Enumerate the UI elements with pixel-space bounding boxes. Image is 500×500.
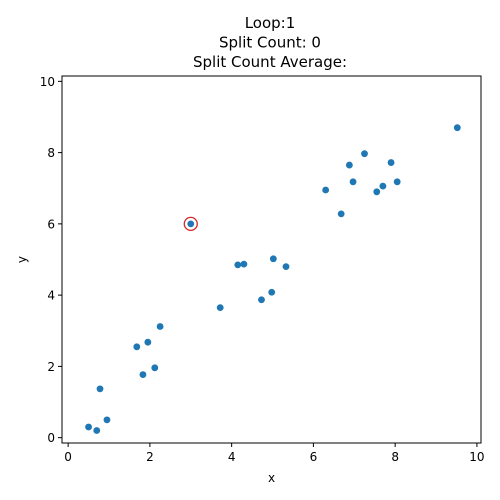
data-point <box>93 427 101 434</box>
data-point <box>349 178 357 186</box>
data-point <box>373 188 381 196</box>
chart-title-line: Split Count Average: <box>193 53 347 71</box>
y-tick-label: 10 <box>40 75 55 89</box>
x-tick-label: 4 <box>228 450 236 464</box>
data-point <box>240 260 248 268</box>
chart-title-line: Split Count: 0 <box>219 34 321 52</box>
y-tick-label: 6 <box>47 217 55 231</box>
data-point <box>156 323 164 330</box>
data-point <box>393 178 401 186</box>
data-point <box>282 263 290 271</box>
data-point <box>258 296 265 304</box>
highlight-marker <box>183 216 198 232</box>
data-points <box>85 124 461 434</box>
data-point <box>234 261 242 269</box>
x-tick-label: 10 <box>469 450 484 464</box>
y-tick-label: 0 <box>47 431 55 445</box>
data-point <box>96 385 104 393</box>
x-axis-label: x <box>268 471 275 485</box>
plot-area-frame <box>61 75 482 444</box>
y-tick-label: 2 <box>47 360 55 374</box>
chart-title-line: Loop:1 <box>245 14 296 32</box>
y-tick-label: 8 <box>47 146 55 160</box>
x-tick-label: 8 <box>391 450 399 464</box>
highlight-ring <box>183 216 198 232</box>
data-point <box>187 220 195 228</box>
data-point <box>151 364 159 372</box>
data-point <box>103 416 111 424</box>
data-point <box>379 182 387 190</box>
x-axis-ticks: 0 2 4 6 8 10 <box>64 443 485 464</box>
data-point <box>269 255 277 263</box>
data-point <box>387 159 395 166</box>
y-axis-ticks: 0 2 4 6 8 10 <box>40 75 62 445</box>
data-point <box>268 288 276 296</box>
data-point <box>361 150 368 158</box>
data-point <box>144 338 152 346</box>
x-tick-label: 2 <box>146 450 154 464</box>
data-point <box>345 161 353 169</box>
data-point <box>216 304 224 312</box>
data-point <box>322 186 330 194</box>
x-tick-label: 0 <box>64 450 72 464</box>
data-point <box>85 423 92 431</box>
y-axis-label: y <box>15 256 29 263</box>
data-point <box>133 343 141 351</box>
y-tick-label: 4 <box>47 289 55 303</box>
x-tick-label: 6 <box>310 450 318 464</box>
data-point <box>139 371 147 378</box>
data-point <box>453 124 461 132</box>
data-point <box>337 210 345 218</box>
